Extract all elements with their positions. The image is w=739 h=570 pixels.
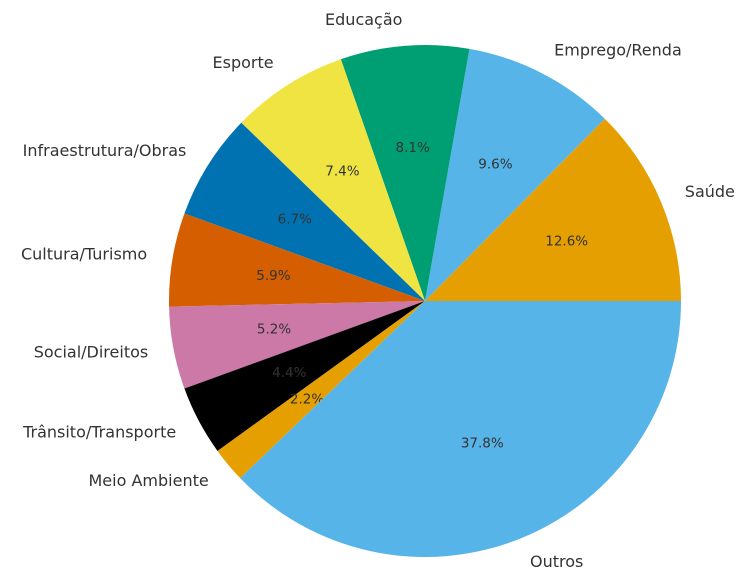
slice-category-label: Esporte — [213, 53, 274, 72]
slice-percent-label: 8.1% — [396, 140, 430, 156]
pie-slice — [169, 213, 425, 307]
pie-slice — [425, 118, 681, 301]
pie-slice — [240, 301, 681, 557]
slice-category-label: Saúde — [685, 182, 735, 201]
slice-category-label: Educação — [325, 10, 402, 29]
slice-percent-label: 4.4% — [272, 365, 306, 381]
slice-percent-label: 5.9% — [256, 268, 290, 284]
slice-percent-label: 6.7% — [278, 211, 312, 227]
pie-slice — [340, 45, 470, 302]
slice-category-label: Emprego/Renda — [554, 40, 682, 59]
slice-category-label: Trânsito/Transporte — [22, 422, 176, 441]
pie-slice — [217, 301, 425, 479]
slice-category-label: Infraestrutura/Obras — [23, 141, 187, 160]
slice-percent-label: 37.8% — [461, 436, 504, 452]
slice-percent-label: 2.2% — [290, 391, 324, 407]
slice-category-label: Outros — [530, 552, 583, 570]
slice-category-label: Meio Ambiente — [89, 471, 209, 490]
pie-slice — [184, 301, 425, 451]
pie-slice — [169, 301, 425, 389]
slice-category-label: Social/Direitos — [34, 342, 149, 361]
pie-slice — [184, 122, 425, 301]
slice-category-label: Cultura/Turismo — [21, 245, 147, 264]
pie-slice — [425, 48, 605, 301]
pie-slice — [241, 59, 425, 301]
slice-percent-label: 7.4% — [325, 163, 359, 179]
slice-percent-label: 12.6% — [545, 234, 588, 250]
slice-percent-label: 9.6% — [478, 157, 512, 173]
slice-percent-label: 5.2% — [257, 321, 291, 337]
